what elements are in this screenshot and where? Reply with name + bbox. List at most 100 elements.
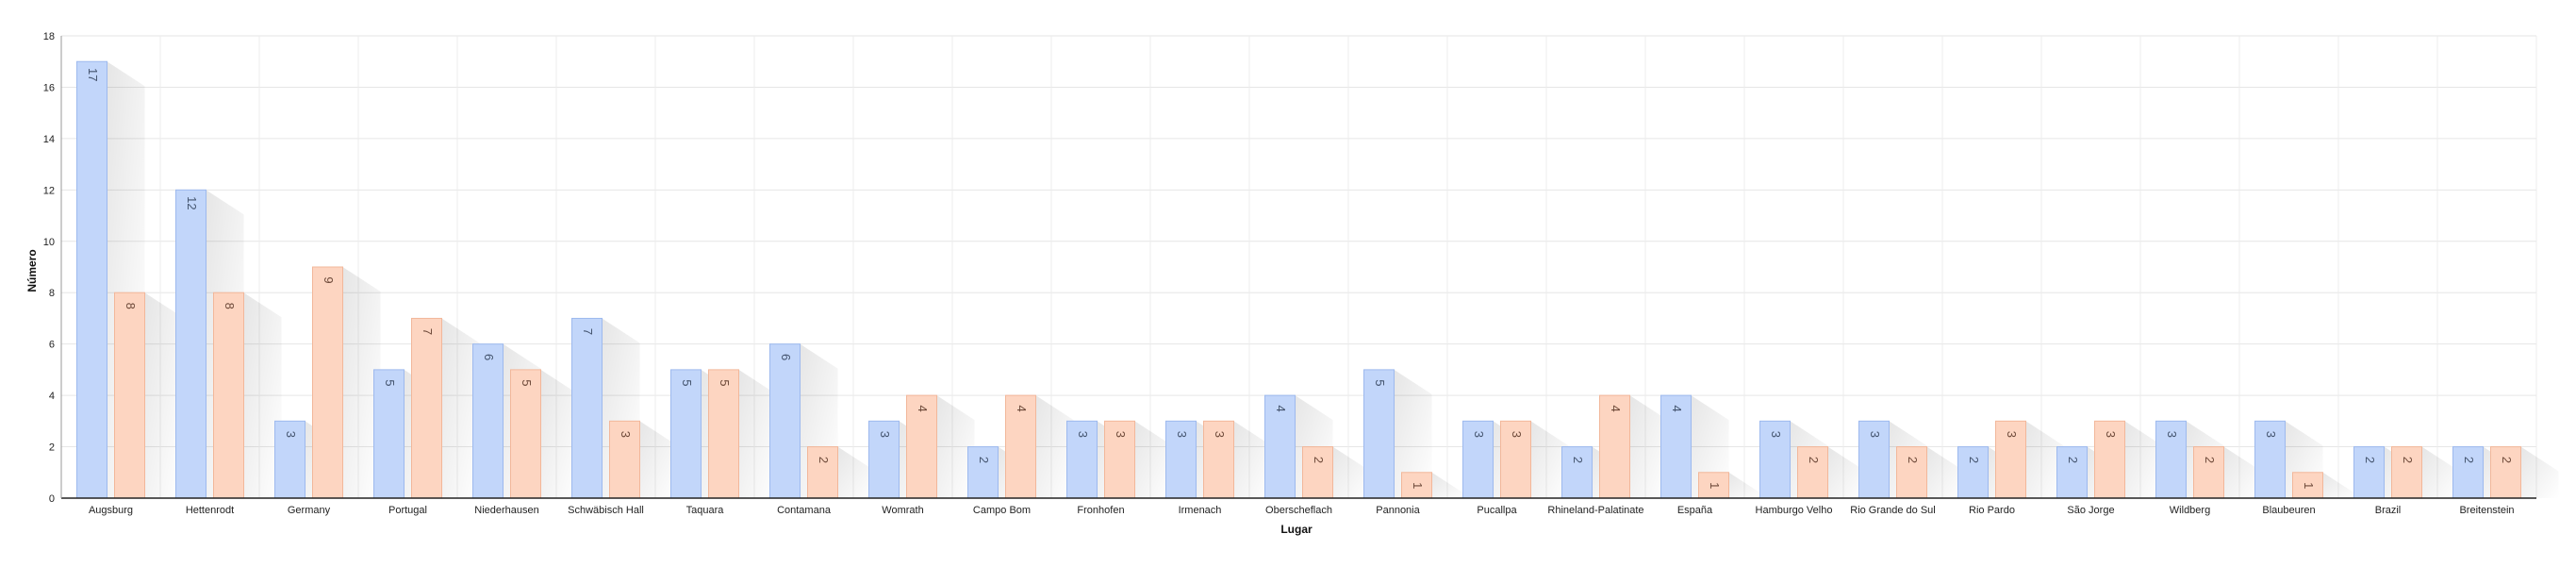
- bar: [1264, 394, 1296, 499]
- bar-value-label: 3: [1510, 431, 1524, 438]
- bar: [967, 446, 999, 499]
- bar-shadow: [936, 395, 975, 498]
- y-tick-label: 16: [43, 82, 55, 93]
- x-tick-label: Germany: [288, 505, 331, 516]
- x-tick-label: Campo Bom: [973, 505, 1031, 516]
- bar-value-label: 1: [1411, 482, 1425, 489]
- bar: [2490, 446, 2521, 499]
- bar: [708, 369, 739, 499]
- bar-value-label: 17: [86, 68, 100, 81]
- x-tick-label: Rio Grande do Sul: [1850, 505, 1936, 516]
- bar-value-label: 3: [1213, 431, 1227, 438]
- y-axis-title: Número: [25, 249, 39, 292]
- x-tick-label: Rio Pardo: [1969, 505, 2015, 516]
- bar: [1759, 420, 1791, 499]
- bar: [769, 343, 801, 499]
- bar-value-label: 1: [2302, 482, 2316, 489]
- bar-value-label: 5: [718, 379, 732, 386]
- y-tick-label: 4: [49, 391, 55, 402]
- bar-value-label: 3: [1472, 431, 1486, 438]
- x-tick-label: Womrath: [882, 505, 923, 516]
- bar-value-label: 3: [2104, 431, 2118, 438]
- bar: [1302, 446, 1333, 499]
- bar-shadow: [1629, 395, 1668, 498]
- x-tick-label: Pucallpa: [1477, 505, 1517, 516]
- bar-shadow: [2223, 446, 2262, 498]
- bar-value-label: 4: [1609, 405, 1623, 411]
- bar-value-label: 5: [1373, 379, 1387, 386]
- bar-value-label: 2: [2203, 457, 2217, 463]
- bar-shadow: [1827, 446, 1866, 498]
- bar-shadow: [1035, 395, 1074, 498]
- bar-value-label: 3: [619, 431, 633, 438]
- bar: [1698, 472, 1729, 499]
- bar-value-label: 4: [1015, 405, 1029, 411]
- y-tick-label: 18: [43, 31, 55, 42]
- bar-value-label: 3: [1114, 431, 1128, 438]
- bar: [1995, 420, 2026, 499]
- bar: [312, 266, 343, 499]
- bar: [510, 369, 541, 499]
- bar-shadow: [1530, 421, 1569, 498]
- bar: [1005, 394, 1036, 499]
- x-tick-label: Hamburgo Velho: [1756, 505, 1833, 516]
- bar-value-label: 5: [680, 379, 694, 386]
- bar-shadow: [243, 292, 282, 498]
- bar-shadow: [441, 318, 480, 498]
- bar-value-label: 6: [482, 354, 496, 360]
- x-tick-label: Taquara: [686, 505, 725, 516]
- bar: [2254, 420, 2286, 499]
- bar: [2391, 446, 2422, 499]
- bar-value-label: 2: [2462, 457, 2476, 463]
- bar: [1660, 394, 1692, 499]
- bar: [373, 369, 405, 499]
- bar-value-label: 12: [185, 196, 199, 209]
- x-tick-label: Rhineland-Palatinate: [1547, 505, 1643, 516]
- bar: [472, 343, 504, 499]
- bar-value-label: 2: [2500, 457, 2514, 463]
- bar-shadow: [738, 369, 777, 498]
- bar-value-label: 2: [2363, 457, 2377, 463]
- x-tick-label: Breitenstein: [2459, 505, 2514, 516]
- bar-value-label: 2: [1807, 457, 1821, 463]
- bar: [411, 317, 442, 499]
- bar-value-label: 4: [1670, 405, 1684, 411]
- bar-shadow: [837, 446, 876, 498]
- bar-value-label: 3: [1868, 431, 1882, 438]
- bar: [807, 446, 838, 499]
- bar-value-label: 1: [1708, 482, 1722, 489]
- bar-shadow: [2520, 446, 2559, 498]
- bar-shadow: [2025, 421, 2064, 498]
- x-tick-label: Hettenrodt: [186, 505, 234, 516]
- bar-value-label: 5: [520, 379, 534, 386]
- bar: [906, 394, 937, 499]
- x-tick-label: Wildberg: [2170, 505, 2210, 516]
- bar-shadow: [1332, 446, 1371, 498]
- y-tick-label: 0: [49, 493, 55, 505]
- y-tick-label: 12: [43, 185, 55, 196]
- bar-shadow: [639, 421, 678, 498]
- bar: [2452, 446, 2484, 499]
- bar-shadow: [2322, 472, 2361, 498]
- x-tick-label: Fronhofen: [1077, 505, 1124, 516]
- x-tick-label: Niederhausen: [474, 505, 539, 516]
- bar-value-label: 8: [223, 303, 237, 309]
- bar-value-label: 2: [1571, 457, 1585, 463]
- bar-value-label: 4: [916, 405, 930, 411]
- bar: [213, 292, 244, 499]
- bar-value-label: 4: [1274, 405, 1288, 411]
- bar: [1203, 420, 1234, 499]
- x-tick-label: Augsburg: [89, 505, 133, 516]
- x-tick-label: España: [1677, 505, 1713, 516]
- bar-shadow: [540, 369, 579, 498]
- bar-value-label: 2: [1967, 457, 1981, 463]
- bar-value-label: 2: [1906, 457, 1920, 463]
- bar: [609, 420, 640, 499]
- x-tick-label: Pannonia: [1376, 505, 1420, 516]
- y-tick-label: 2: [49, 442, 55, 454]
- bar-shadow: [1431, 472, 1470, 498]
- x-tick-label: Portugal: [388, 505, 427, 516]
